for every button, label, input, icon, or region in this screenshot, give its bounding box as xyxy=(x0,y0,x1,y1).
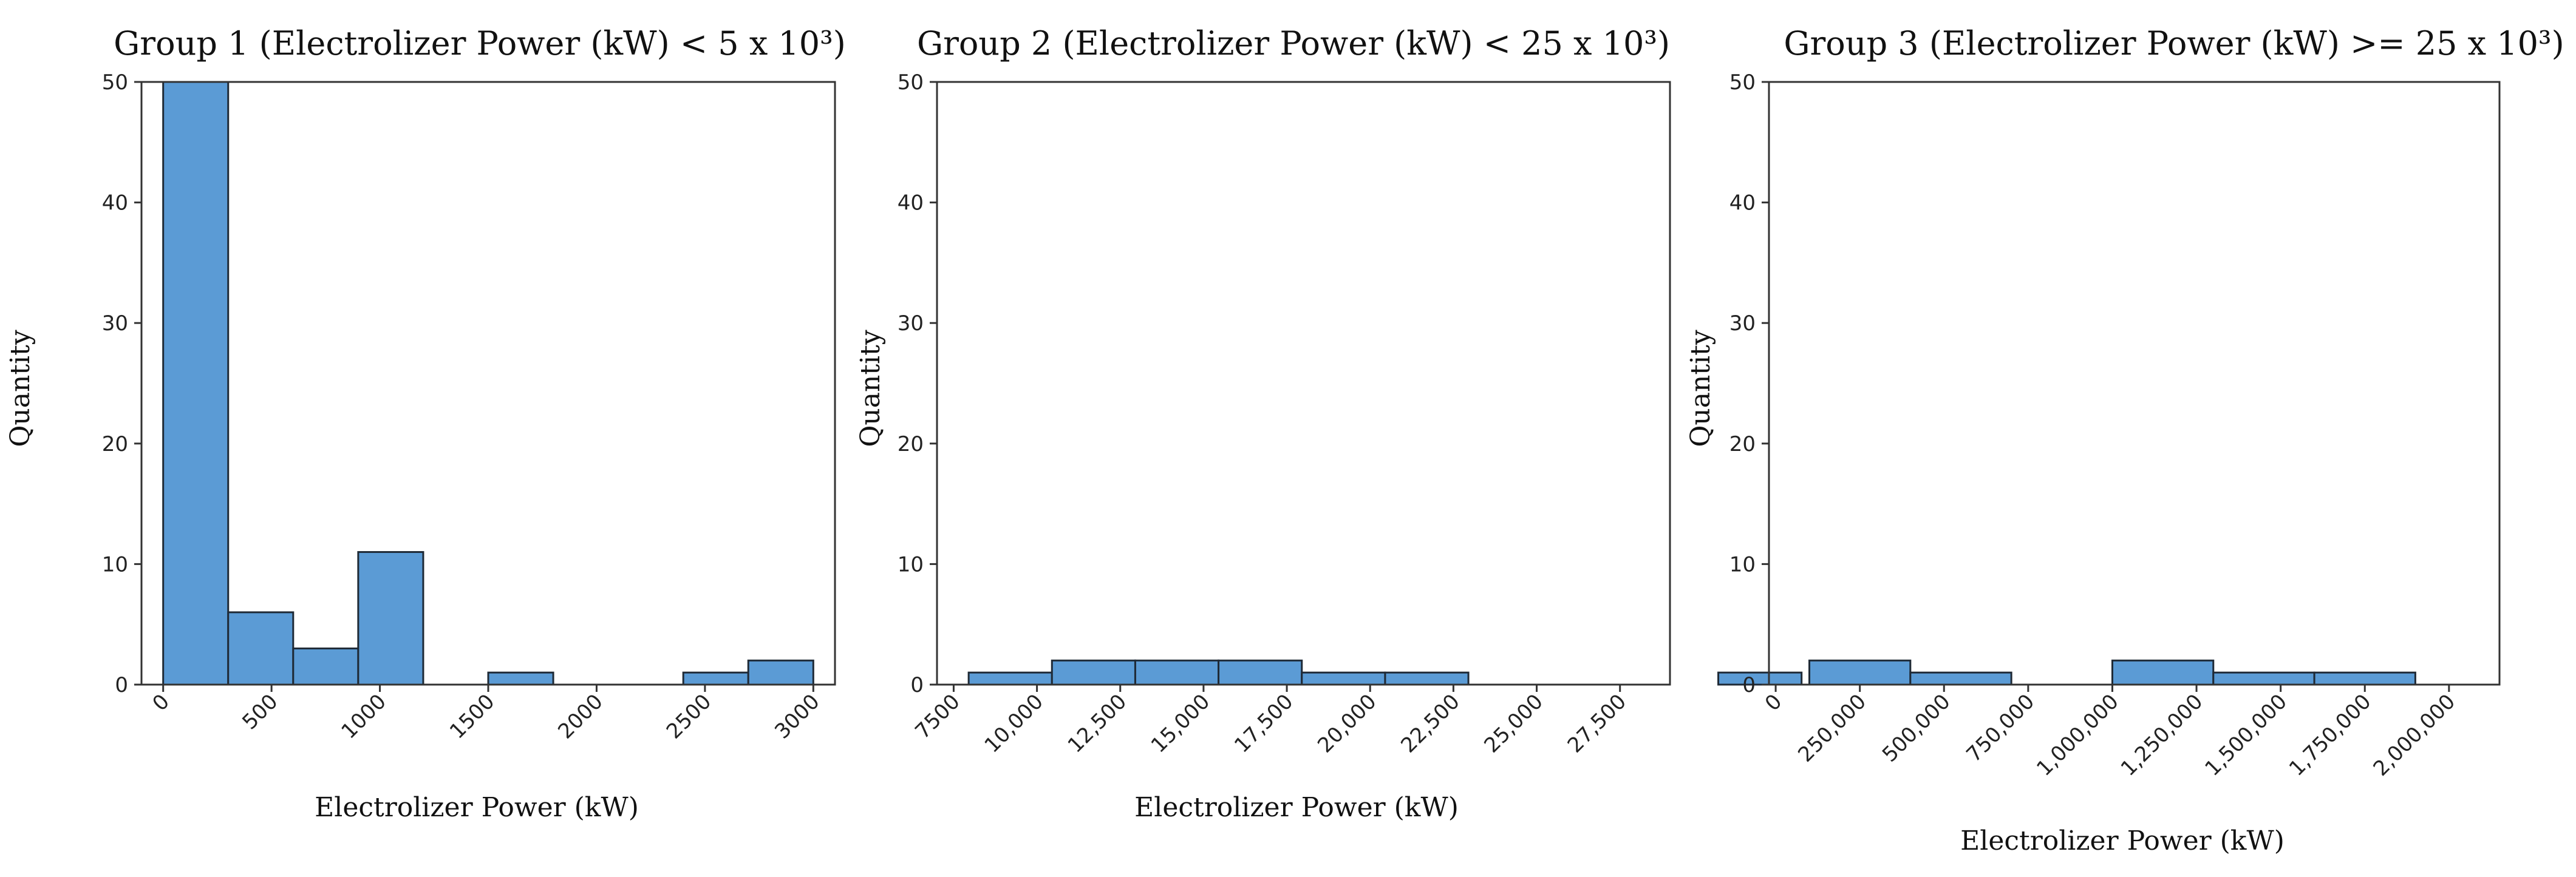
plot-frame xyxy=(1768,81,2501,686)
x-tick-label: 750,000 xyxy=(1962,689,2040,767)
x-tick-label: 1,750,000 xyxy=(2285,689,2376,781)
y-tick-label: 0 xyxy=(1742,673,1756,697)
histogram-bar xyxy=(2212,671,2315,686)
histogram-bar xyxy=(1909,671,2012,686)
y-tick-label: 10 xyxy=(102,552,128,577)
y-tick-label: 0 xyxy=(115,673,128,697)
x-tick-label: 0 xyxy=(148,689,174,716)
histogram-bar xyxy=(1301,671,1386,686)
histogram-bar xyxy=(682,671,749,686)
x-tick-label: 7500 xyxy=(910,689,964,743)
histogram-bar xyxy=(1808,659,1912,686)
x-tick-label: 1,250,000 xyxy=(2116,689,2208,781)
x-tick-label: 12,500 xyxy=(1063,689,1131,757)
y-tick-label: 30 xyxy=(1729,311,1756,336)
histogram-bar xyxy=(1051,659,1136,686)
histogram-bar xyxy=(292,647,359,686)
x-tick-label: 1000 xyxy=(336,689,390,743)
x-tick-label: 17,500 xyxy=(1230,689,1298,757)
plot-frame xyxy=(936,81,1671,686)
x-axis-label: Electrolizer Power (kW) xyxy=(315,792,639,823)
group-2-histogram: Group 2 (Electrolizer Power (kW) < 25 x … xyxy=(855,24,1803,823)
chart-title: Group 1 (Electrolizer Power (kW) < 5 x 1… xyxy=(114,24,846,63)
histogram-bar xyxy=(2313,671,2416,686)
y-tick-label: 20 xyxy=(102,432,128,456)
histogram-bar xyxy=(1717,671,1803,686)
x-tick-label: 3000 xyxy=(770,689,824,743)
y-tick-label: 30 xyxy=(898,311,924,336)
histogram-bar xyxy=(967,671,1053,686)
histogram-bar xyxy=(1218,659,1303,686)
x-tick-label: 2500 xyxy=(662,689,716,743)
y-tick-label: 20 xyxy=(1729,432,1756,456)
histogram-bar xyxy=(1384,671,1470,686)
x-tick-label: 250,000 xyxy=(1793,689,1871,767)
histogram-bar xyxy=(2111,659,2215,686)
x-axis-label: Electrolizer Power (kW) xyxy=(1960,825,2285,856)
y-axis-label: Quantity xyxy=(855,330,886,447)
y-tick-label: 50 xyxy=(898,70,924,95)
histogram-bar xyxy=(227,611,295,686)
x-tick-label: 22,500 xyxy=(1396,689,1464,757)
group-1-histogram: Group 1 (Electrolizer Power (kW) < 5 x 1… xyxy=(5,24,846,823)
y-tick-label: 40 xyxy=(102,191,128,215)
y-tick-label: 30 xyxy=(102,311,128,336)
x-tick-label: 500,000 xyxy=(1878,689,1955,767)
histogram-bar xyxy=(357,551,424,686)
y-axis-label: Quantity xyxy=(1685,330,1716,447)
x-tick-label: 500 xyxy=(237,689,282,734)
plot-frame xyxy=(140,81,836,686)
x-tick-label: 2000 xyxy=(553,689,607,743)
y-tick-label: 20 xyxy=(898,432,924,456)
y-axis-label: Quantity xyxy=(5,330,36,447)
y-tick-label: 40 xyxy=(898,191,924,215)
x-tick-label: 25,000 xyxy=(1480,689,1548,757)
x-tick-label: 1500 xyxy=(445,689,499,743)
x-tick-label: 1,500,000 xyxy=(2200,689,2292,781)
histogram-bar xyxy=(487,671,554,686)
x-axis-label: Electrolizer Power (kW) xyxy=(1134,792,1459,823)
y-tick-label: 10 xyxy=(898,552,924,577)
chart-title: Group 2 (Electrolizer Power (kW) < 25 x … xyxy=(917,24,1670,63)
y-tick-label: 40 xyxy=(1729,191,1756,215)
x-tick-label: 2,000,000 xyxy=(2369,689,2461,781)
y-tick-label: 0 xyxy=(910,673,924,697)
y-tick-label: 50 xyxy=(102,70,128,95)
group-3-histogram: Group 3 (Electrolizer Power (kW) >= 25 x… xyxy=(1685,24,2564,856)
histogram-bar xyxy=(747,659,814,686)
x-tick-label: 15,000 xyxy=(1147,689,1215,757)
x-tick-label: 20,000 xyxy=(1313,689,1381,757)
x-tick-label: 27,500 xyxy=(1563,689,1631,757)
histogram-bar xyxy=(162,81,230,686)
histogram-bar xyxy=(1134,659,1220,686)
y-tick-label: 10 xyxy=(1729,552,1756,577)
x-tick-label: 0 xyxy=(1760,689,1787,716)
y-tick-label: 50 xyxy=(1729,70,1756,95)
chart-title: Group 3 (Electrolizer Power (kW) >= 25 x… xyxy=(1784,24,2564,63)
x-tick-label: 1,000,000 xyxy=(2032,689,2124,781)
x-tick-label: 10,000 xyxy=(980,689,1048,757)
